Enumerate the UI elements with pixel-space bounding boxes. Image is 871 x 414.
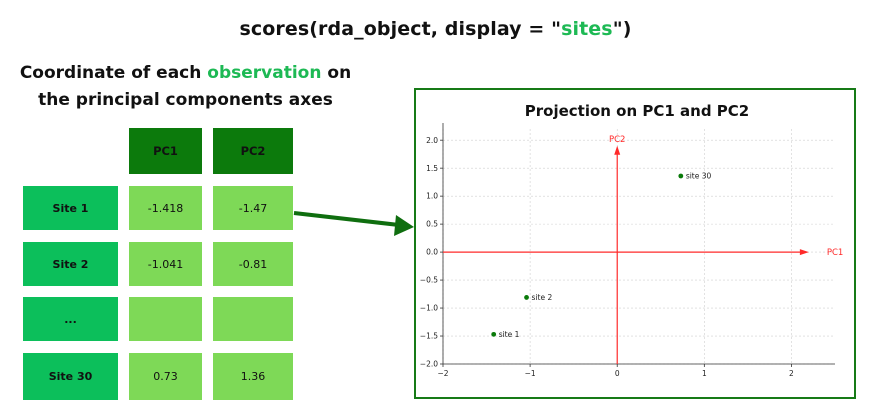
pc2-axis-label: PC2 [609, 135, 625, 145]
caption-suffix: on [321, 63, 352, 83]
x-tick-label: −2 [437, 369, 448, 378]
table-caption: Coordinate of each observation on the pr… [8, 60, 363, 114]
y-tick-label: −1.0 [420, 304, 438, 313]
y-tick-label: −0.5 [420, 276, 438, 285]
y-tick-label: 0.0 [426, 248, 438, 257]
cell-pc2: 1.36 [213, 353, 293, 400]
column-header-pc1: PC1 [129, 128, 202, 174]
caption-highlight: observation [207, 63, 322, 83]
x-tick-label: 1 [702, 369, 707, 378]
site-point [524, 295, 529, 300]
site-point-label: site 30 [686, 172, 712, 181]
caption-line-1: Coordinate of each observation on [8, 60, 363, 87]
y-tick-label: −1.5 [420, 332, 438, 341]
code-title-prefix: scores(rda_object, display = " [239, 18, 562, 40]
site-point-label: site 1 [499, 330, 520, 339]
site-point-label: site 2 [532, 293, 553, 302]
y-tick-label: 1.0 [426, 192, 438, 201]
y-tick-label: −2.0 [420, 360, 438, 369]
code-title: scores(rda_object, display = "sites") [0, 18, 871, 40]
caption-line-2: the principal components axes [38, 90, 333, 110]
cell-pc1: 0.73 [129, 353, 202, 400]
x-tick-label: −1 [525, 369, 536, 378]
row-header: Site 30 [23, 353, 118, 400]
row-header: Site 2 [23, 242, 118, 286]
row-header: Site 1 [23, 186, 118, 230]
pc1-axis-label: PC1 [827, 248, 843, 258]
code-title-highlight: sites [561, 18, 613, 40]
y-tick-label: 0.5 [426, 220, 438, 229]
cell-pc1: -1.041 [129, 242, 202, 286]
cell-pc2: -0.81 [213, 242, 293, 286]
y-tick-label: 2.0 [426, 136, 438, 145]
cell-pc2 [213, 297, 293, 341]
projection-chart-panel: Projection on PC1 and PC2 PC1 PC2 −2 −1 0 1 2… [414, 88, 856, 399]
projection-chart: Projection on PC1 and PC2 PC1 PC2 −2 −1 0 1 2… [420, 102, 844, 378]
chart-title: Projection on PC1 and PC2 [525, 102, 750, 120]
pc1-arrowhead [799, 249, 809, 256]
connector-arrowhead [394, 215, 414, 236]
caption-prefix: Coordinate of each [19, 63, 208, 83]
x-tick-label: 0 [615, 369, 620, 378]
cell-pc1 [129, 297, 202, 341]
y-tick-label: 1.5 [426, 164, 438, 173]
connector-line [293, 211, 400, 227]
column-header-pc2: PC2 [213, 128, 293, 174]
cell-pc1: -1.418 [129, 186, 202, 230]
cell-pc2: -1.47 [213, 186, 293, 230]
pc2-arrowhead [614, 145, 621, 155]
site-point [491, 331, 497, 337]
site-point [678, 173, 684, 179]
code-title-suffix: ") [612, 18, 632, 40]
x-tick-label: 2 [789, 369, 794, 378]
row-header: ... [23, 297, 118, 341]
